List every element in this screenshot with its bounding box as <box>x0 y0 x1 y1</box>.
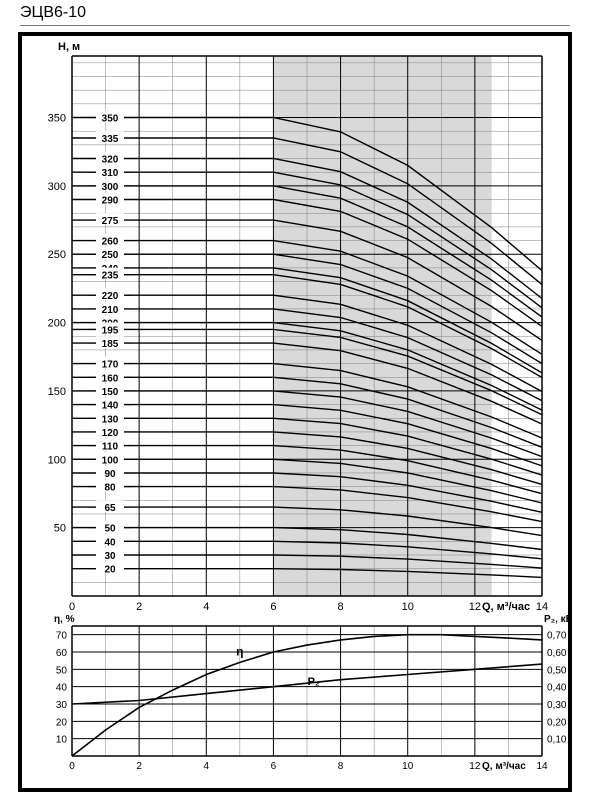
y-left-axis-label: η, % <box>54 614 75 625</box>
head-chart: 3503353203103002902752602502402352202102… <box>48 41 548 613</box>
y-left-tick-label: 60 <box>56 648 68 659</box>
curve-label: 320 <box>102 155 119 166</box>
y-right-tick-label: 0,10 <box>547 735 567 746</box>
efficiency-chart: η P₂ 0 2 4 6 8 10 12 14 10 20 30 40 50 60 70 0,10 0,20 0,30… <box>54 614 568 772</box>
curve-label: 275 <box>102 216 119 227</box>
curve-label: 100 <box>102 455 119 466</box>
curve-label: 300 <box>102 182 119 193</box>
y-left-tick-label: 50 <box>56 665 68 676</box>
charts-svg: 3503353203103002902752602502402352202102… <box>22 36 568 788</box>
x-tick-label: 8 <box>338 601 344 613</box>
x-axis-label: Q, м³/час <box>482 761 526 772</box>
y-left-tick-label: 70 <box>56 631 68 642</box>
curve-label: 65 <box>104 503 116 514</box>
x-tick-label: 4 <box>203 601 209 613</box>
curve-label: 130 <box>102 414 119 425</box>
curve-label: 260 <box>102 237 119 248</box>
curve-label: 120 <box>102 428 119 439</box>
curve-label: 170 <box>102 360 119 371</box>
x-tick-label: 6 <box>271 761 277 772</box>
curve-label: 160 <box>102 373 119 384</box>
y-right-tick-label: 0,50 <box>547 665 567 676</box>
y-tick-label: 150 <box>48 386 66 398</box>
curve-label: 50 <box>104 524 116 535</box>
curve-label: 150 <box>102 387 119 398</box>
curve-label: 235 <box>102 271 119 282</box>
curve-label: 210 <box>102 305 119 316</box>
y-tick-label: 350 <box>48 113 66 125</box>
x-tick-label: 2 <box>136 761 142 772</box>
curve-label: 220 <box>102 291 119 302</box>
x-tick-label: 0 <box>69 761 75 772</box>
curve-label: 185 <box>102 339 119 350</box>
curve-label: 140 <box>102 401 119 412</box>
y-right-tick-label: 0,30 <box>547 700 567 711</box>
x-tick-label: 4 <box>204 761 210 772</box>
y-tick-label: 50 <box>54 523 66 535</box>
eta-curve-label: η <box>236 644 243 658</box>
x-tick-label: 10 <box>402 761 414 772</box>
page-title: ЭЦВ6-10 <box>20 4 86 22</box>
x-tick-label: 10 <box>402 601 414 613</box>
y-tick-label: 300 <box>48 181 66 193</box>
y-tick-label: 200 <box>48 318 66 330</box>
x-tick-label: 14 <box>536 761 548 772</box>
x-tick-label: 12 <box>469 761 481 772</box>
curve-label: 110 <box>102 442 119 453</box>
curve-label: 40 <box>104 537 116 548</box>
curve-label: 90 <box>104 469 116 480</box>
y-left-tick-label: 40 <box>56 683 68 694</box>
x-tick-label: 6 <box>270 601 276 613</box>
y-left-tick-label: 10 <box>56 735 68 746</box>
y-right-axis-label: P₂, кВт <box>544 614 568 625</box>
x-tick-label: 12 <box>469 601 481 613</box>
curve-label: 20 <box>104 565 116 576</box>
x-tick-label: 14 <box>536 601 548 613</box>
y-right-tick-label: 0,60 <box>547 648 567 659</box>
y-right-tick-label: 0,40 <box>547 683 567 694</box>
x-tick-label: 0 <box>69 601 75 613</box>
y-left-tick-label: 20 <box>56 717 68 728</box>
x-tick-label: 2 <box>136 601 142 613</box>
y-right-tick-label: 0,70 <box>547 631 567 642</box>
curve-label: 80 <box>104 483 116 494</box>
curve-label: 195 <box>102 325 119 336</box>
curve-label: 350 <box>102 114 119 125</box>
curve-label: 290 <box>102 196 119 207</box>
y-right-tick-label: 0,20 <box>547 717 567 728</box>
y-tick-label: 250 <box>48 249 66 261</box>
y-left-tick-label: 30 <box>56 700 68 711</box>
p2-curve-label: P₂ <box>308 676 320 688</box>
curve-label: 310 <box>102 168 119 179</box>
curve-label: 335 <box>102 134 119 145</box>
chart-outer-frame: 3503353203103002902752602502402352202102… <box>18 32 572 792</box>
title-underline <box>20 25 570 26</box>
curve-label: 250 <box>102 250 119 261</box>
y-tick-label: 100 <box>48 454 66 466</box>
y-axis-label: Н, м <box>58 41 80 53</box>
curve-label: 30 <box>104 551 116 562</box>
x-tick-label: 8 <box>338 761 344 772</box>
x-axis-label: Q, м³/час <box>482 601 530 613</box>
